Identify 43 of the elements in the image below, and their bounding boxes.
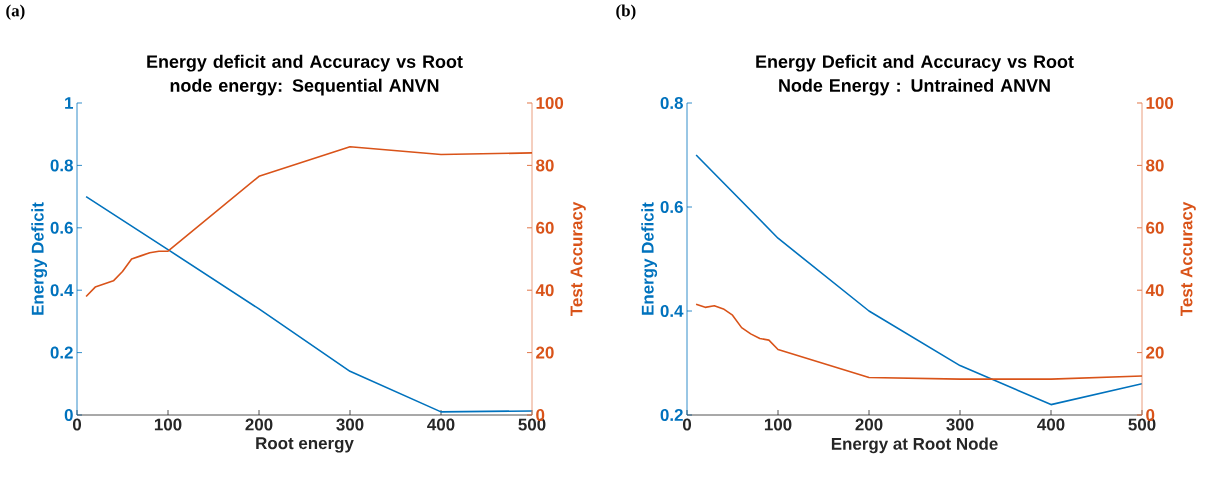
x-tick-label: 300 bbox=[946, 418, 974, 431]
chart-title: Energy Deficit and Accuracy vs Root Node Energy : Untrained ANVN bbox=[756, 54, 1074, 96]
y-tick-label: 0.4 bbox=[50, 284, 74, 297]
text: (b) bbox=[616, 4, 636, 20]
x-tick-label: 200 bbox=[855, 418, 883, 431]
y2-tick-label: 80 bbox=[1146, 159, 1164, 172]
y-tick-label: 0.2 bbox=[50, 346, 73, 359]
x-tick-label: 200 bbox=[245, 418, 273, 431]
y-tick-label: 0.2 bbox=[660, 409, 683, 421]
y2-tick-label: 60 bbox=[1146, 221, 1164, 234]
y2-tick-label: 60 bbox=[536, 221, 554, 234]
y-axis-title: Energy Deficit bbox=[31, 202, 48, 315]
y-tick-label: 0.6 bbox=[50, 221, 73, 234]
line-series bbox=[695, 154, 1143, 406]
x-tick-label: 400 bbox=[1037, 418, 1065, 431]
y2-tick-label: 100 bbox=[1146, 97, 1174, 109]
x-tick-label: 400 bbox=[427, 418, 455, 431]
y-tick-label: 0.8 bbox=[660, 97, 683, 109]
y2-axis-title: Test Accuracy bbox=[570, 201, 586, 317]
x-tick-label: 0 bbox=[72, 418, 82, 431]
y2-axis-title: Test Accuracy bbox=[1180, 201, 1196, 317]
chart-title: Energy deficit and Accuracy vs Root node energy: Sequential ANVN bbox=[147, 54, 463, 96]
y2-tick-label: 20 bbox=[1146, 346, 1164, 359]
y2-tick-label: 40 bbox=[535, 284, 554, 297]
y-tick-label: 0.6 bbox=[660, 201, 683, 213]
y2-tick-label: 100 bbox=[536, 97, 564, 109]
line-series bbox=[695, 303, 1143, 380]
text: (a) bbox=[6, 4, 25, 20]
x-tick-label: 100 bbox=[764, 418, 792, 431]
x-tick-label: 100 bbox=[154, 418, 182, 431]
y-tick-label: 0.8 bbox=[50, 159, 73, 172]
y-tick-label: 0.4 bbox=[660, 305, 684, 317]
y-tick-label: 1 bbox=[65, 97, 74, 109]
x-axis-title: Energy at Root Node bbox=[831, 437, 998, 454]
x-tick-label: 300 bbox=[336, 418, 364, 431]
y-axis-title: Energy Deficit bbox=[641, 202, 658, 315]
x-axis-title: Root energy bbox=[256, 437, 354, 453]
y-tick-label: 0 bbox=[64, 409, 73, 421]
y2-tick-label: 20 bbox=[536, 346, 554, 359]
y2-tick-label: 40 bbox=[1145, 284, 1164, 297]
y2-tick-label: 80 bbox=[536, 159, 554, 172]
line-series bbox=[85, 195, 532, 413]
x-tick-label: 0 bbox=[682, 418, 692, 431]
